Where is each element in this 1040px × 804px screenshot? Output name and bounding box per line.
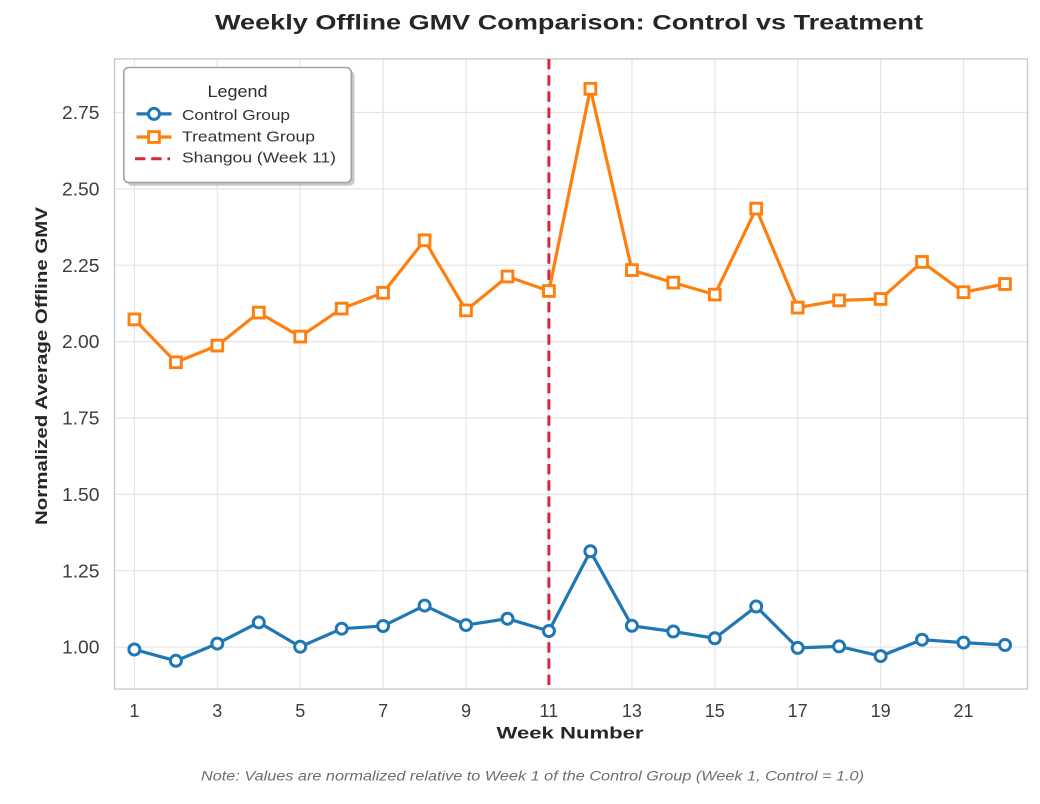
svg-text:5: 5 — [295, 701, 305, 721]
svg-text:Treatment Group: Treatment Group — [182, 128, 315, 145]
svg-text:1.00: 1.00 — [62, 638, 100, 658]
svg-text:Weekly Offline GMV Comparison:: Weekly Offline GMV Comparison: Control v… — [215, 12, 923, 35]
svg-text:2.00: 2.00 — [62, 332, 100, 352]
svg-text:Week Number: Week Number — [497, 725, 645, 743]
svg-text:2.50: 2.50 — [62, 180, 100, 200]
svg-text:9: 9 — [461, 701, 471, 721]
svg-text:3: 3 — [212, 701, 222, 721]
svg-text:Legend: Legend — [208, 82, 268, 101]
svg-text:11: 11 — [540, 701, 559, 721]
svg-text:2.75: 2.75 — [62, 103, 100, 123]
svg-text:Normalized Average Offline GMV: Normalized Average Offline GMV — [33, 207, 51, 525]
svg-text:1: 1 — [129, 701, 139, 721]
svg-text:7: 7 — [378, 701, 388, 721]
svg-text:15: 15 — [705, 701, 725, 721]
svg-text:1.25: 1.25 — [62, 561, 100, 581]
svg-text:13: 13 — [622, 701, 642, 721]
svg-text:19: 19 — [871, 701, 891, 721]
svg-text:Shangou (Week 11): Shangou (Week 11) — [182, 150, 336, 167]
svg-text:Note: Values are normalized re: Note: Values are normalized relative to … — [201, 769, 864, 784]
svg-text:1.50: 1.50 — [62, 485, 100, 505]
svg-text:17: 17 — [788, 701, 808, 721]
svg-text:Control Group: Control Group — [182, 107, 290, 124]
svg-text:21: 21 — [953, 701, 973, 721]
svg-text:2.25: 2.25 — [62, 256, 100, 276]
svg-text:1.75: 1.75 — [62, 409, 100, 429]
